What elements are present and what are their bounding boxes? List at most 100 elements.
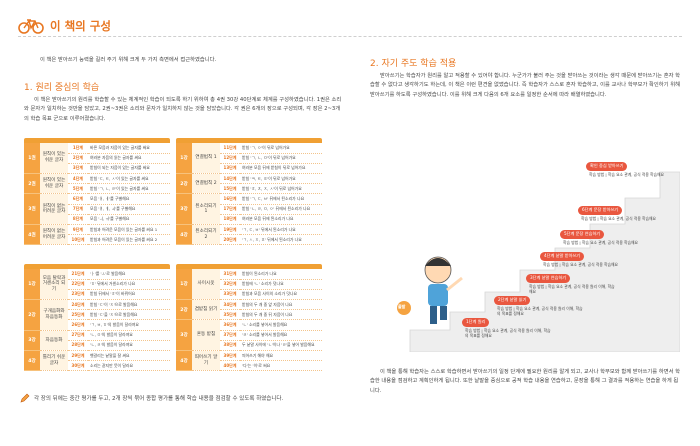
table-row: 4강 띄어쓰기 알기 39단계 띄어쓰기 해야 해요 (176, 350, 322, 372)
table-row: 10단계 받침과 어려운 모음이 있는 글자를 써요 2 (24, 234, 170, 246)
stage-description-cell: 받침 뒤에서 'ㅎ'이 바뀌어요 (88, 289, 170, 301)
stage-number-cell: 25단계 (68, 309, 88, 321)
stage-number-cell: 18단계 (220, 214, 240, 226)
step-card: 2단계 낱말 읽기 학습 방법 | 학습 요소 관계, 공식 적용 원리 이해, … (494, 286, 584, 316)
step-label: 1단계 원리 (462, 317, 490, 327)
stage-description-cell: 모음 'ㅐ, ㅔ'를 구별해요 (88, 193, 170, 205)
chapter-cell: 틀리기 쉬운 글자 (40, 350, 68, 372)
stage-number-cell: 20단계 (220, 234, 240, 246)
left-section-body: 이 책은 받아쓰기의 원리를 학습할 수 있는 체계적인 학습이 되도록 하기 … (24, 97, 342, 122)
right-section-body: 받아쓰기는 학습자가 원리를 알고 적용할 수 있어야 합니다. 누군가가 불러… (370, 73, 681, 98)
table-row: 38단계 두 낱말 사이에 'ㄴ'이나 'ㄹ'을 넣어 발음해요 (176, 340, 322, 352)
table-row: 4강 된소리되기 2 19단계 'ㄱ, ㄷ, ㅂ' 뒤에서 된소리가 나요 (176, 224, 322, 246)
table-row: 26단계 'ㄱ, ㅂ, ㅎ'의 발음이 달라져요 (24, 319, 170, 331)
stage-description-cell: 받침 'ㄱ, ㄴ, ㄹ'이 있는 글자를 써요 (88, 183, 170, 195)
step-label: 4단계 낱말 받아쓰기 (540, 251, 585, 261)
table-row: 2강 연결법칙 2 14단계 받침 'ㅋ, ㅌ, ㅍ'이 뒤로 넘어가요 (176, 173, 322, 195)
step-label: 2단계 낱말 읽기 (494, 295, 531, 305)
stage-description-cell: 모음 'ㅢ, ㅟ'를 구별해요 (88, 214, 170, 226)
table-row: 4강 틀리기 쉬운 글자 29단계 헷갈리는 낱말을 잘 써요 (24, 350, 170, 372)
stage-number-cell: 4단계 (68, 173, 88, 185)
curriculum-table-4: 1강 사이시옷 31단계 받침이 된소리가 나요 32단계 받침에 'ㄴ' 소리가 덧나요… (176, 264, 322, 372)
stage-description-cell: 받침과 어려운 모음이 있는 글자를 써요 1 (88, 224, 170, 236)
chapter-cell: 연결법칙 2 (192, 173, 220, 195)
stage-description-cell: '다'는 '이'로 써요 (240, 360, 322, 372)
table-row: 2강 겹받침 읽기 34단계 받침의 두 개 중 앞 자음이 나요 (176, 299, 322, 321)
stage-number-cell: 32단계 (220, 279, 240, 290)
stage-description-cell: 'ㄹ' 소리를 넣어서 발음해요 (240, 330, 322, 341)
step-description: 학습 방법 | 학습 요소 관계, 공식 적용 원리 이해, 학습의 목표를 정… (465, 328, 551, 339)
level-cell: 1강 (176, 269, 192, 301)
stage-number-cell: 7단계 (68, 204, 88, 215)
stage-number-cell: 16단계 (220, 193, 240, 205)
stage-number-cell: 15단계 (220, 183, 240, 195)
level-cell: 2강 (176, 299, 192, 321)
stage-description-cell: 받침 'ㄱ, ㄷ, ㅂ' 뒤에서 된소리가 나요 (240, 193, 322, 205)
left-section-heading: 1. 원리 중심의 학습 (24, 83, 100, 93)
stage-number-cell: 30단계 (68, 360, 88, 372)
chapter-cell: 자음동화 (40, 330, 68, 352)
table-row: 5단계 받침 'ㄱ, ㄴ, ㄹ'이 있는 글자를 써요 (24, 183, 170, 195)
table-row: 1강 사이시옷 31단계 받침이 된소리가 나요 (176, 269, 322, 301)
intro-text: 이 책은 받아쓰기 능력을 길러 주기 위해 크게 두 가지 측면에서 접근하였… (40, 57, 217, 63)
table-row: 1강 연결법칙 1 11단계 받침 'ㄱ, ㅇ'이 뒤로 넘어가요 (176, 143, 322, 175)
stage-description-cell: 소리는 같지만 뜻이 달라요 (88, 360, 170, 372)
stage-number-cell: 31단계 (220, 269, 240, 280)
child-figure (424, 256, 463, 324)
table-row: 1권 원칙이 있는 쉬운 글자 1단계 바른 모음과 자음이 있는 글자를 써요 (24, 143, 170, 175)
chapter-cell: 원칙이 있는 쉬운 글자 (40, 143, 68, 175)
stage-description-cell: 여러분 자음의 읽는 글자를 써요 (88, 153, 170, 164)
stage-number-cell: 21단계 (68, 269, 88, 280)
chapter-cell: 된소리되기 2 (192, 224, 220, 246)
table-row: 2단계 여러분 자음의 읽는 글자를 써요 (24, 153, 170, 164)
footnote: 각 장의 뒤에는 중간 평가를 두고, 2개 장씩 묶어 종합 평가를 통해 학… (20, 393, 283, 403)
level-cell: 4강 (176, 350, 192, 372)
table-row: 3강 된소리되기 1 16단계 받침 'ㄱ, ㄷ, ㅂ' 뒤에서 된소리가 나요 (176, 193, 322, 225)
stage-description-cell: 받침 'ㅋ, ㅌ, ㅍ'이 뒤로 넘어가요 (240, 173, 322, 185)
stage-description-cell: 'ㄱ, ㅂ, ㅎ'의 발음이 달라져요 (88, 319, 170, 331)
table-row: 23단계 받침 뒤에서 'ㅎ'이 바뀌어요 (24, 289, 170, 301)
table-row: 15단계 받침 'ㅎ, ㅊ, ㅈ, ㅅ'이 뒤로 넘어가요 (176, 183, 322, 195)
step-card: 6단계 문장 받아쓰기 학습 방법 | 학습 요소 관계, 공식 적용 학습해요 (578, 196, 668, 221)
level-cell: 3강 (176, 193, 192, 225)
stage-number-cell: 9단계 (68, 224, 88, 236)
level-cell: 3강 (176, 319, 192, 351)
stage-number-cell: 39단계 (220, 350, 240, 362)
stage-number-cell: 35단계 (220, 309, 240, 321)
stage-description-cell: 헷갈리는 낱말을 잘 써요 (88, 350, 170, 362)
stage-number-cell: 24단계 (68, 299, 88, 311)
step-label: 확인 중심 받아쓰기 (586, 161, 628, 171)
table-row: 3단계 받침이 되는 자음이 있는 글자를 써요 (24, 163, 170, 175)
start-label: 출발 (398, 304, 406, 309)
curriculum-table-2: 1강 연결법칙 1 11단계 받침 'ㄱ, ㅇ'이 뒤로 넘어가요 12단계 받침 'ㄱ,… (176, 138, 322, 246)
chapter-cell: 된소리되기 1 (192, 193, 220, 225)
stage-number-cell: 27단계 (68, 330, 88, 341)
stage-number-cell: 1단계 (68, 143, 88, 154)
stage-number-cell: 40단계 (220, 360, 240, 372)
stage-number-cell: 23단계 (68, 289, 88, 301)
table-row: 2강 구개음화와 자음동화 24단계 받침 'ㄷ'이 'ㅈ'으로 발음해요 (24, 299, 170, 331)
level-cell: 3권 (24, 193, 40, 225)
table-row: 37단계 'ㄹ' 소리를 넣어서 발음해요 (176, 330, 322, 341)
table-row: 17단계 받침 'ㄴ, ㄹ, ㅁ, ㅇ' 뒤에서 된소리가 나요 (176, 204, 322, 215)
table-row: 20단계 'ㄱ, ㅅ, ㅈ, ㅊ' 뒤에서 된소리가 나요 (176, 234, 322, 246)
step-card: 5단계 문장 연습하기 학습 방법 | 학습 요소 관계, 공식 적용 학습해요 (560, 220, 650, 245)
table-row: 13단계 여러분 모음 뒤에 받침이 뒤로 넘어가요 (176, 163, 322, 175)
stage-number-cell: 2단계 (68, 153, 88, 164)
stage-description-cell: 받침이 되는 자음이 있는 글자를 써요 (88, 163, 170, 175)
curriculum-table-3: 1강 모음 탈락과 거센소리 되기 21단계 'ㅏ'를 'ㅗ'로 발음해요 22단계 'ㅎ… (24, 264, 170, 372)
stage-description-cell: 'ㅏ'를 'ㅗ'로 발음해요 (88, 269, 170, 280)
table-row: 7단계 모음 'ㅒ, ㅖ, ㅚ'를 구별해요 (24, 204, 170, 215)
table-row: 4권 원칙이 없는 어려운 글자 9단계 받침과 어려운 모음이 있는 글자를 써요 … (24, 224, 170, 246)
stage-description-cell: 받침 'ㅎ, ㅊ, ㅈ, ㅅ'이 뒤로 넘어가요 (240, 183, 322, 195)
table-header-bar (176, 138, 322, 143)
stage-number-cell: 5단계 (68, 183, 88, 195)
level-cell: 4강 (24, 350, 40, 372)
header-divider (18, 36, 682, 37)
table-row: 40단계 '다'는 '이'로 써요 (176, 360, 322, 372)
right-section-heading: 2. 자기 주도 학습 적용 (370, 59, 457, 69)
table-row: 12단계 받침 'ㄱ, ㄴ, ㅁ'이 뒤로 넘어가요 (176, 153, 322, 164)
curriculum-table-1: 1권 원칙이 있는 쉬운 글자 1단계 바른 모음과 자음이 있는 글자를 써요 2단계… (24, 138, 170, 246)
stage-description-cell: 'ㄴ' 소리를 넣어서 발음해요 (240, 319, 322, 331)
stage-number-cell: 8단계 (68, 214, 88, 226)
